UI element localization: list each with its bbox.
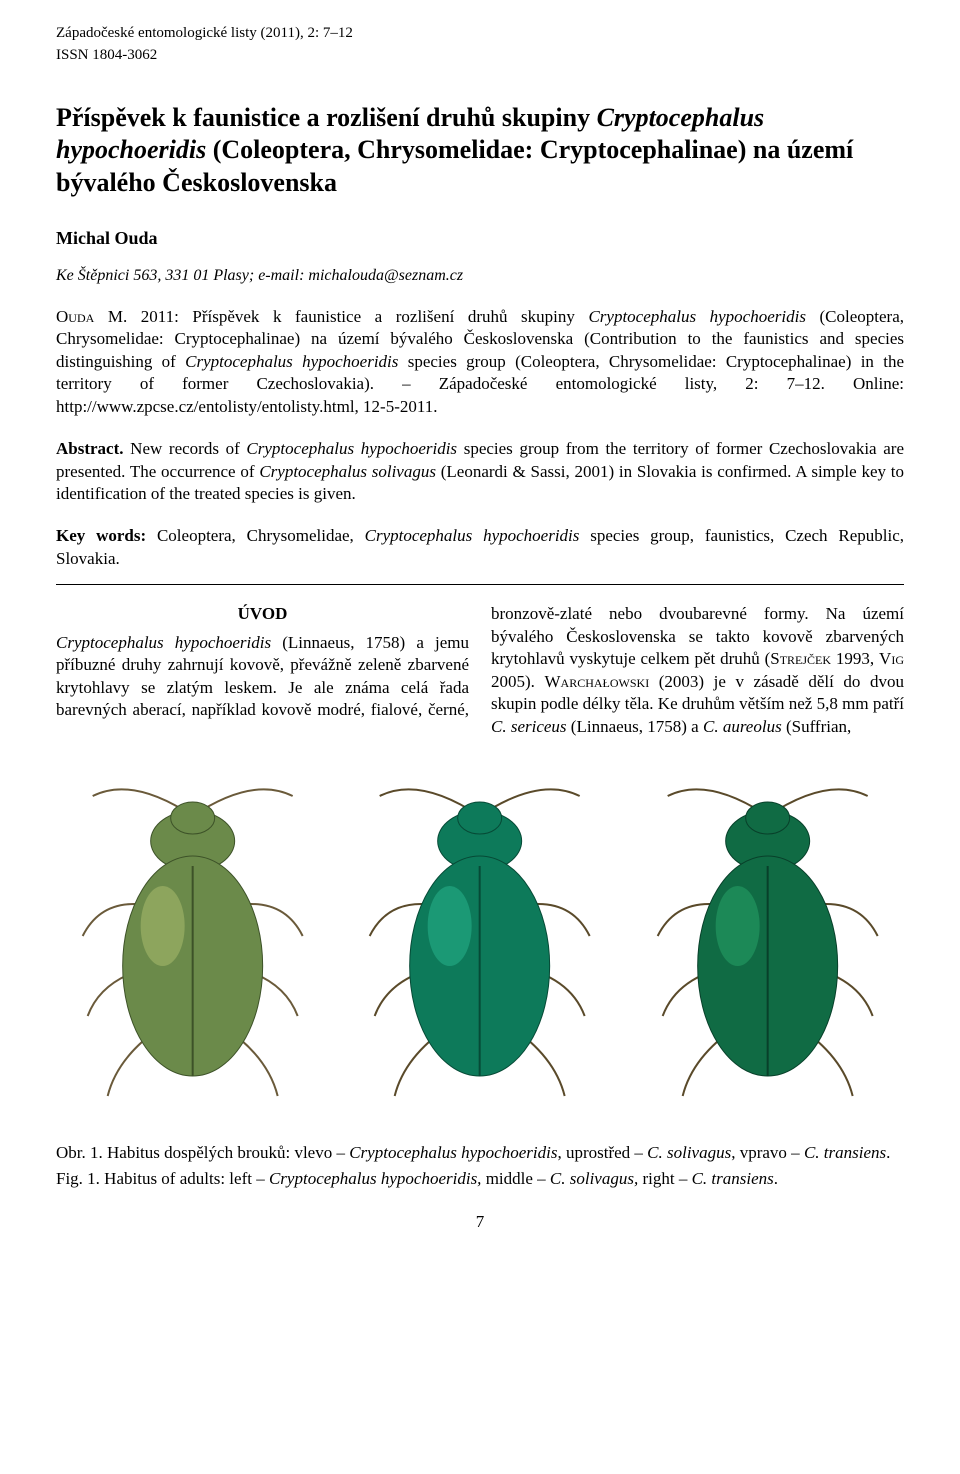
- cap-cs-c: , vpravo –: [731, 1143, 804, 1162]
- figure-caption-en: Fig. 1. Habitus of adults: left – Crypto…: [56, 1168, 904, 1190]
- beetle-left: [56, 756, 329, 1116]
- abstract-it1: Cryptocephalus hypochoeridis: [246, 439, 457, 458]
- beetle-middle: [343, 756, 616, 1116]
- citation-it2: Cryptocephalus hypochoeridis: [185, 352, 398, 371]
- intro-c: 2005).: [491, 672, 544, 691]
- beetle-svg-middle: [343, 756, 616, 1116]
- cap-cs-it3: C. transiens: [804, 1143, 886, 1162]
- abstract-pre: New records of: [124, 439, 247, 458]
- page-number: 7: [56, 1211, 904, 1233]
- journal-header: Západočeské entomologické listy (2011), …: [56, 24, 904, 44]
- abstract-it2: Cryptocephalus solivagus: [259, 462, 436, 481]
- section-heading-uvod: ÚVOD: [56, 603, 469, 625]
- issn-line: ISSN 1804-3062: [56, 46, 904, 66]
- intro-sc3: Warchałowski: [544, 672, 649, 691]
- intro-e: (Linnaeus, 1758) a: [567, 717, 703, 736]
- intro-sc1: Strejček: [770, 649, 831, 668]
- intro-it2: C. sericeus: [491, 717, 567, 736]
- keywords-it1: Cryptocephalus hypochoeridis: [365, 526, 580, 545]
- citation-rest1: M. 2011: Příspěvek k faunistice a rozliš…: [94, 307, 588, 326]
- citation-it1: Cryptocephalus hypochoeridis: [588, 307, 806, 326]
- cap-cs-it1: Cryptocephalus hypochoeridis: [349, 1143, 557, 1162]
- cap-en-a: Fig. 1. Habitus of adults: left –: [56, 1169, 269, 1188]
- author-name: Michal Ouda: [56, 227, 904, 251]
- beetle-right: [631, 756, 904, 1116]
- figure-row: [56, 756, 904, 1116]
- beetle-svg-right: [631, 756, 904, 1116]
- keywords-pre: Coleoptera, Chrysomelidae,: [146, 526, 364, 545]
- intro-b: 1993,: [831, 649, 879, 668]
- intro-f: (Suffrian,: [782, 717, 852, 736]
- keywords-block: Key words: Coleoptera, Chrysomelidae, Cr…: [56, 525, 904, 570]
- intro-it3: C. aureolus: [703, 717, 782, 736]
- intro-it1: Cryptocephalus hypochoeridis: [56, 633, 271, 652]
- intro-sc2: Vig: [879, 649, 904, 668]
- citation-author-sc: Ouda: [56, 307, 94, 326]
- cap-en-d: .: [774, 1169, 778, 1188]
- keywords-label: Key words:: [56, 526, 146, 545]
- separator-rule: [56, 584, 904, 585]
- figure-caption-cs: Obr. 1. Habitus dospělých brouků: vlevo …: [56, 1142, 904, 1164]
- abstract-label: Abstract.: [56, 439, 124, 458]
- cap-en-it2: C. solivagus,: [550, 1169, 638, 1188]
- cap-cs-b: , uprostřed –: [557, 1143, 647, 1162]
- abstract-block: Abstract. New records of Cryptocephalus …: [56, 438, 904, 505]
- cap-en-b: middle –: [481, 1169, 549, 1188]
- author-affiliation: Ke Štěpnici 563, 331 01 Plasy; e-mail: m…: [56, 265, 904, 286]
- cap-cs-a: Obr. 1. Habitus dospělých brouků: vlevo …: [56, 1143, 349, 1162]
- cap-cs-it2: C. solivagus: [647, 1143, 731, 1162]
- cap-en-c: right –: [638, 1169, 691, 1188]
- body-columns: ÚVOD Cryptocephalus hypochoeridis (Linna…: [56, 603, 904, 738]
- cap-en-it1: Cryptocephalus hypochoeridis,: [269, 1169, 481, 1188]
- title-pre: Příspěvek k faunistice a rozlišení druhů…: [56, 103, 597, 132]
- article-title: Příspěvek k faunistice a rozlišení druhů…: [56, 102, 904, 200]
- cap-cs-d: .: [886, 1143, 890, 1162]
- citation-block: Ouda M. 2011: Příspěvek k faunistice a r…: [56, 306, 904, 418]
- beetle-svg-left: [56, 756, 329, 1116]
- cap-en-it3: C. transiens: [692, 1169, 774, 1188]
